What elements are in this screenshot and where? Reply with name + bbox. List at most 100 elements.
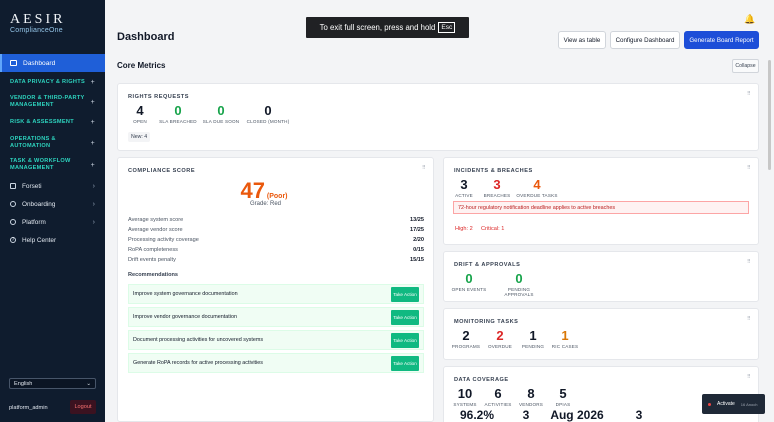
recommendation-item: Improve system governance documentation T… bbox=[128, 284, 424, 304]
stat-value: Aug 2026 bbox=[550, 408, 604, 422]
language-select[interactable]: English ⌄ bbox=[9, 378, 96, 389]
stat-value: 0 bbox=[174, 103, 182, 118]
shield-icon bbox=[10, 183, 16, 189]
sidebar-item-label: Platform bbox=[22, 218, 46, 226]
section-label: TASK & WORKFLOW MANAGEMENT bbox=[10, 158, 71, 171]
collapse-button[interactable]: Collapse bbox=[732, 59, 759, 73]
onboarding-icon bbox=[10, 201, 16, 207]
drag-handle-icon[interactable]: ⠿ bbox=[747, 374, 751, 380]
sidebar-item-label: Onboarding bbox=[22, 200, 56, 208]
metric-label: RoPA completeness bbox=[128, 247, 178, 253]
stat-label: CLOSED (MONTH) bbox=[246, 119, 290, 124]
view-as-table-button[interactable]: View as table bbox=[558, 31, 606, 49]
stat-value: 0 bbox=[217, 103, 225, 118]
stat-active: 3 ACTIVE bbox=[453, 178, 475, 199]
card-title: COMPLIANCE SCORE bbox=[128, 168, 196, 174]
plus-icon: + bbox=[90, 139, 95, 147]
metric-label: Average vendor score bbox=[128, 227, 183, 233]
sidebar-item-help[interactable]: ? Help Center bbox=[0, 233, 105, 247]
stat-value: 0 bbox=[264, 103, 272, 118]
nav-dashboard[interactable]: Dashboard bbox=[0, 54, 105, 72]
stat-value: 96.2% bbox=[459, 408, 495, 422]
stat-vendors: 8 VENDORS bbox=[518, 387, 544, 408]
scrollbar[interactable] bbox=[768, 60, 771, 170]
bell-icon[interactable]: 🔔 bbox=[744, 14, 756, 24]
stat-pending-approvals: 0 PENDING APPROVALS bbox=[493, 272, 545, 298]
critical-count: Critical: 1 bbox=[481, 226, 505, 232]
chevron-right-icon: › bbox=[92, 218, 95, 226]
logo[interactable]: AESIR ComplianceOne bbox=[10, 12, 90, 40]
card-title: MONITORING TASKS bbox=[454, 319, 519, 325]
sidebar-item-label: Help Center bbox=[22, 236, 57, 244]
section-label: RISK & ASSESSMENT bbox=[10, 118, 74, 125]
stat-label: SLA DUE SOON bbox=[202, 119, 240, 124]
plus-icon: + bbox=[90, 78, 95, 86]
high-count: High: 2 bbox=[455, 226, 473, 232]
sidebar: AESIR ComplianceOne Dashboard DATA PRIVA… bbox=[0, 0, 105, 422]
coverage-value: 3 bbox=[632, 408, 646, 422]
stat-label: OPEN bbox=[133, 119, 147, 124]
section-risk[interactable]: RISK & ASSESSMENT + bbox=[0, 118, 105, 126]
recommendations-title: Recommendations bbox=[128, 272, 179, 278]
rights-requests-card: RIGHTS REQUESTS ⠿ bbox=[117, 83, 759, 151]
drag-handle-icon[interactable]: ⠿ bbox=[747, 259, 751, 265]
stat-value: 3 bbox=[493, 177, 501, 192]
sidebar-item-forseti[interactable]: Forseti › bbox=[0, 179, 105, 193]
take-action-button[interactable]: Take Action bbox=[391, 333, 419, 348]
take-action-button[interactable]: Take Action bbox=[391, 356, 419, 371]
status-dot-icon bbox=[708, 402, 711, 406]
help-icon: ? bbox=[10, 237, 16, 243]
section-task-workflow[interactable]: TASK & WORKFLOW MANAGEMENT + bbox=[0, 158, 105, 172]
card-title: DATA COVERAGE bbox=[454, 377, 509, 383]
section-vendor[interactable]: VENDOR & THIRD-PARTY MANAGEMENT + bbox=[0, 95, 105, 109]
section-label: OPERATIONS & AUTOMATION bbox=[10, 136, 56, 149]
take-action-button[interactable]: Take Action bbox=[391, 310, 419, 325]
sidebar-item-onboarding[interactable]: Onboarding › bbox=[0, 197, 105, 211]
drag-handle-icon[interactable]: ⠿ bbox=[747, 165, 751, 171]
section-data-privacy[interactable]: DATA PRIVACY & RIGHTS + bbox=[0, 78, 105, 86]
stat-label: BREACHES bbox=[483, 193, 511, 198]
toast-subtext: 16 Anoch bbox=[740, 401, 758, 407]
section-operations[interactable]: OPERATIONS & AUTOMATION + bbox=[0, 136, 105, 150]
section-label: DATA PRIVACY & RIGHTS bbox=[10, 78, 85, 85]
stat-open-events: 0 OPEN EVENTS bbox=[451, 271, 487, 293]
stat-value: 6 bbox=[494, 386, 502, 401]
stat-label: PENDING APPROVALS bbox=[504, 287, 534, 297]
recommendation-text: Improve system governance documentation bbox=[133, 291, 238, 297]
chevron-right-icon: › bbox=[92, 200, 95, 208]
breach-deadline-alert: 72-hour regulatory notification deadline… bbox=[453, 201, 749, 214]
stat-value: 0 bbox=[465, 271, 473, 286]
stat-label: OVERDUE bbox=[487, 344, 513, 349]
configure-dashboard-button[interactable]: Configure Dashboard bbox=[610, 31, 680, 49]
score-rating: (Poor) bbox=[266, 193, 288, 200]
metric-value: 2/20 bbox=[413, 237, 424, 243]
stat-open: 4 OPEN bbox=[130, 104, 150, 125]
drag-handle-icon[interactable]: ⠿ bbox=[747, 316, 751, 322]
compliance-score: 47 (Poor) bbox=[124, 178, 404, 204]
stat-label: ACTIVE bbox=[455, 193, 473, 198]
generate-board-report-button[interactable]: Generate Board Report bbox=[684, 31, 759, 49]
drag-handle-icon[interactable]: ⠿ bbox=[747, 91, 751, 97]
metric-row: Processing activity coverage 2/20 bbox=[128, 237, 424, 243]
coverage-value: 96.2% bbox=[455, 408, 499, 422]
dashboard-icon bbox=[10, 60, 17, 66]
core-metrics-title: Core Metrics bbox=[117, 61, 166, 70]
stat-label: RIC CASES bbox=[551, 344, 579, 349]
stat-label: PENDING bbox=[521, 344, 545, 349]
page-title: Dashboard bbox=[117, 31, 175, 43]
activate-toast[interactable]: Activate 16 Anoch bbox=[702, 394, 765, 414]
metric-label: Processing activity coverage bbox=[128, 237, 199, 243]
stat-label: VENDORS bbox=[518, 402, 544, 407]
recommendation-text: Improve vendor governance documentation bbox=[133, 314, 237, 320]
sidebar-item-platform[interactable]: Platform › bbox=[0, 215, 105, 229]
stat-sla-due-soon: 0 SLA DUE SOON bbox=[202, 103, 240, 125]
metric-row: Average vendor score 17/25 bbox=[128, 227, 424, 233]
drag-handle-icon[interactable]: ⠿ bbox=[422, 165, 426, 171]
recommendation-text: Document processing activities for uncov… bbox=[133, 337, 264, 343]
logout-button[interactable]: Logout bbox=[70, 400, 96, 414]
stat-value: 1 bbox=[561, 328, 569, 343]
stat-sla-breached: 0 SLA BREACHED bbox=[158, 103, 198, 125]
take-action-button[interactable]: Take Action bbox=[391, 287, 419, 302]
metric-row: Drift events penalty 15/15 bbox=[128, 257, 424, 263]
section-label: VENDOR & THIRD-PARTY MANAGEMENT bbox=[10, 95, 85, 108]
